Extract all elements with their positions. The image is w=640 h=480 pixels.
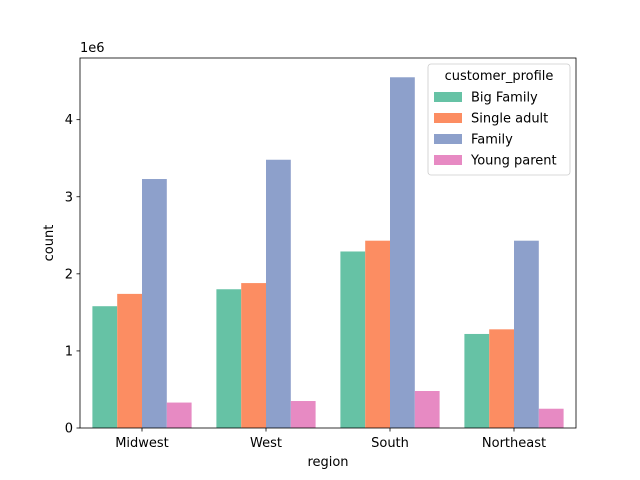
legend-title: customer_profile (445, 69, 554, 84)
bar-big-family-west (216, 289, 242, 428)
x-tick-label: Northeast (482, 436, 546, 451)
legend-swatch (434, 134, 462, 144)
y-ticks: 0 1 2 3 4 (65, 113, 80, 437)
plot-frame (79, 57, 577, 429)
x-tick-label: South (371, 436, 409, 451)
x-tick-label: West (250, 436, 282, 451)
bar-young-parent-northeast (538, 408, 564, 428)
y-scale-label: 1e6 (80, 41, 105, 56)
bar-big-family-midwest (92, 306, 118, 428)
y-tick-label: 2 (65, 267, 73, 282)
bar-big-family-south (340, 251, 366, 428)
legend-swatch (434, 92, 462, 102)
legend-swatch (434, 113, 462, 123)
bar-big-family-northeast (464, 333, 490, 428)
y-axis-label: count (42, 225, 57, 262)
y-tick-label: 4 (65, 113, 73, 128)
axes-layer (79, 57, 577, 429)
y-tick-label: 3 (65, 190, 73, 205)
legend-items: Big Family Single adult Family Young parent (434, 91, 557, 169)
bar-family-northeast (514, 240, 539, 428)
bar-family-south (390, 77, 415, 429)
bar-single-adult-midwest (117, 293, 142, 429)
x-axis-label: region (307, 455, 348, 470)
legend-label: Single adult (471, 112, 548, 127)
bar-young-parent-south (414, 391, 440, 428)
bar-young-parent-midwest (166, 402, 192, 428)
legend-label: Young parent (470, 154, 557, 169)
legend-box (427, 63, 571, 176)
bar-single-adult-west (241, 283, 266, 428)
legend-swatch (434, 155, 462, 165)
bar-single-adult-south (365, 240, 390, 428)
bar-single-adult-northeast (489, 329, 514, 428)
bar-young-parent-west (290, 401, 316, 428)
legend: customer_profile Big Family Single adult F… (427, 63, 571, 176)
y-tick-label: 1 (65, 344, 73, 359)
bar-family-midwest (142, 179, 167, 428)
x-tick-label: Midwest (115, 436, 169, 451)
bars-layer (92, 77, 564, 429)
legend-label: Family (471, 133, 513, 148)
legend-label: Big Family (471, 91, 538, 106)
bar-family-west (266, 159, 291, 428)
x-ticks: Midwest West South Northeast (115, 428, 546, 451)
y-tick-label: 0 (65, 422, 73, 437)
